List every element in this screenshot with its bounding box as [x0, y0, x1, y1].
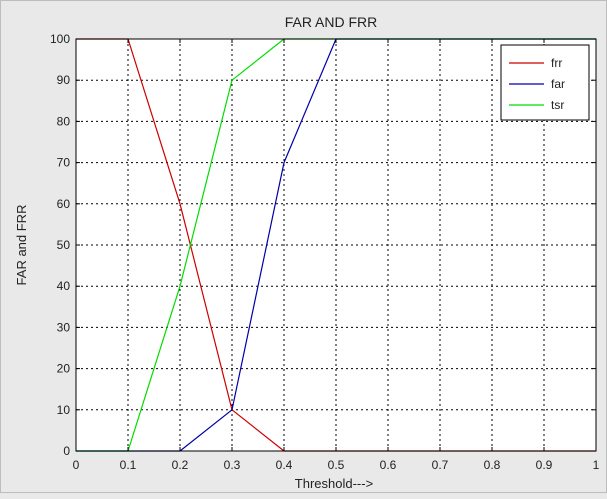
x-tick-label: 0.6	[380, 458, 397, 472]
y-tick-label: 90	[57, 73, 71, 87]
x-tick-label: 0.9	[536, 458, 553, 472]
legend-label-frr: frr	[551, 56, 562, 70]
legend-label-tsr: tsr	[551, 98, 564, 112]
y-tick-label: 40	[57, 279, 71, 293]
legend-label-far: far	[551, 77, 565, 91]
y-tick-label: 10	[57, 403, 71, 417]
y-tick-label: 100	[50, 32, 70, 46]
x-tick-label: 0.5	[328, 458, 345, 472]
x-tick-label: 0.4	[276, 458, 293, 472]
y-tick-label: 20	[57, 362, 71, 376]
legend-box	[500, 44, 590, 121]
legend-items: frr far tsr	[509, 56, 565, 112]
x-tick-label: 0.3	[224, 458, 241, 472]
legend: frr far tsr	[500, 44, 590, 121]
x-axis-label: Threshold--->	[295, 476, 373, 491]
tick-layer: 0 0.1 0.2 0.3 0.4 0.5 0.6 0.7 0.8 0.9 101020304050…	[50, 32, 600, 472]
chart-title: FAR AND FRR	[285, 14, 378, 30]
x-tick-label: 0.7	[432, 458, 449, 472]
y-tick-label: 50	[57, 238, 71, 252]
x-tick-label: 0.2	[172, 458, 189, 472]
grid-layer	[76, 39, 596, 451]
x-tick-label: 0	[73, 458, 80, 472]
y-tick-label: 30	[57, 320, 71, 334]
y-tick-label: 80	[57, 114, 71, 128]
x-tick-label: 0.1	[120, 458, 137, 472]
x-tick-label: 0.8	[484, 458, 501, 472]
y-tick-label: 60	[57, 197, 71, 211]
x-tick-label: 1	[593, 458, 600, 472]
y-axis-label: FAR and FRR	[14, 205, 29, 286]
y-tick-label: 70	[57, 156, 71, 170]
y-tick-label: 0	[63, 444, 70, 458]
